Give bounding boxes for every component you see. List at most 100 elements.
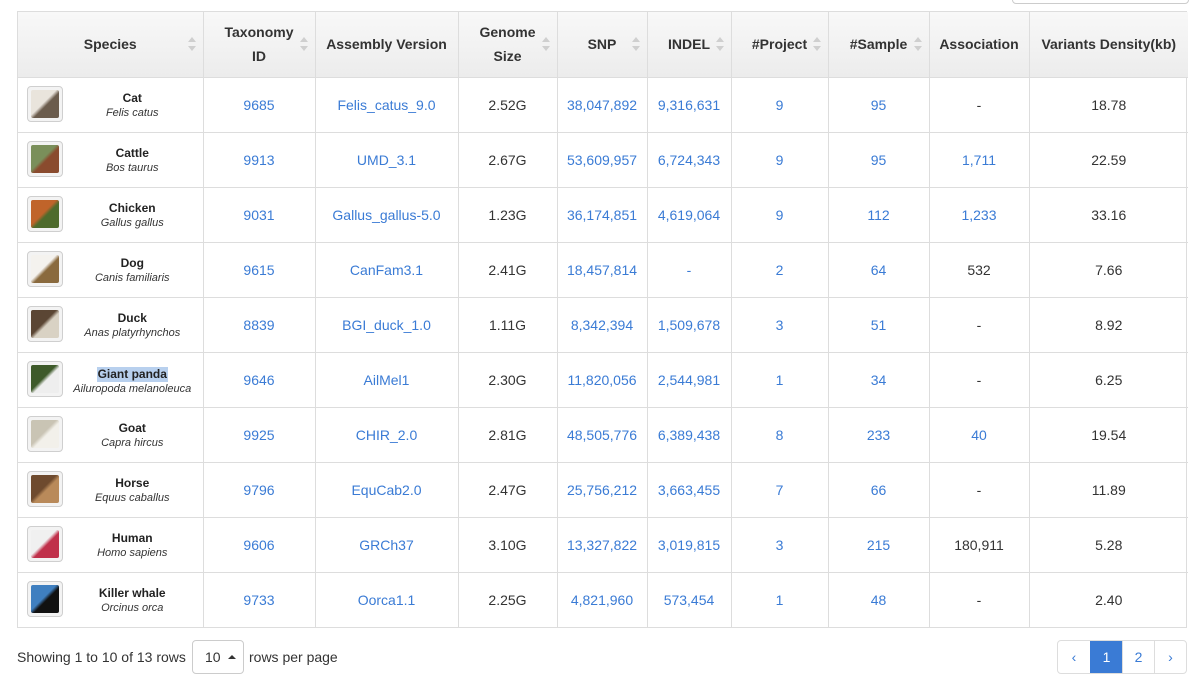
column-header-taxonomy[interactable]: Taxonomy ID [202, 12, 316, 78]
cattle-photo-icon[interactable] [27, 140, 63, 177]
association-cell[interactable]: 1,711 [928, 131, 1030, 188]
project-cell[interactable]: 1 [730, 571, 829, 627]
project-cell[interactable]: 2 [730, 241, 829, 298]
project-cell[interactable]: 8 [730, 406, 829, 463]
snp-cell[interactable]: 25,756,212 [556, 461, 648, 518]
indel-cell[interactable]: 6,724,343 [646, 131, 732, 188]
page-2-button[interactable]: 2 [1122, 641, 1154, 673]
table-row: Giant panda Ailuropoda melanoleuca 9646 Ail… [18, 351, 1188, 408]
taxonomy-cell[interactable]: 9031 [202, 186, 316, 243]
project-cell[interactable]: 9 [730, 76, 829, 133]
genome-cell: 1.11G [457, 296, 558, 353]
snp-cell[interactable]: 38,047,892 [556, 76, 648, 133]
chicken-photo-icon[interactable] [27, 195, 63, 232]
sort-icon[interactable] [715, 37, 724, 51]
snp-cell[interactable]: 53,609,957 [556, 131, 648, 188]
assembly-cell[interactable]: AilMel1 [314, 351, 459, 408]
prev-page-button[interactable]: ‹ [1071, 649, 1077, 665]
assembly-cell[interactable]: CanFam3.1 [314, 241, 459, 298]
column-header-snp[interactable]: SNP [556, 12, 648, 78]
assembly-cell[interactable]: BGI_duck_1.0 [314, 296, 459, 353]
project-cell[interactable]: 7 [730, 461, 829, 518]
indel-cell[interactable]: 6,389,438 [646, 406, 732, 463]
taxonomy-cell[interactable]: 8839 [202, 296, 316, 353]
taxonomy-cell[interactable]: 9685 [202, 76, 316, 133]
assembly-cell[interactable]: UMD_3.1 [314, 131, 459, 188]
snp-cell[interactable]: 4,821,960 [556, 571, 648, 627]
caret-up-icon [228, 655, 236, 659]
column-header-project[interactable]: #Project [730, 12, 829, 78]
taxonomy-cell[interactable]: 9913 [202, 131, 316, 188]
sort-icon[interactable] [299, 37, 308, 51]
next-page-button[interactable]: › [1154, 641, 1186, 673]
sample-cell[interactable]: 95 [827, 76, 930, 133]
page-size-dropdown[interactable]: 10 [192, 640, 244, 674]
association-cell[interactable]: 40 [928, 406, 1030, 463]
taxonomy-cell[interactable]: 9646 [202, 351, 316, 408]
sample-cell[interactable]: 64 [827, 241, 930, 298]
sample-cell[interactable]: 66 [827, 461, 930, 518]
sort-icon[interactable] [631, 37, 640, 51]
sample-cell[interactable]: 233 [827, 406, 930, 463]
indel-cell[interactable]: 9,316,631 [646, 76, 732, 133]
indel-cell[interactable]: 3,019,815 [646, 516, 732, 573]
horse-photo-icon[interactable] [27, 470, 63, 507]
project-cell[interactable]: 9 [730, 131, 829, 188]
duck-photo-icon[interactable] [27, 305, 63, 342]
sample-cell[interactable]: 48 [827, 571, 930, 627]
indel-cell[interactable]: 1,509,678 [646, 296, 732, 353]
column-header-indel[interactable]: INDEL [646, 12, 732, 78]
taxonomy-cell[interactable]: 9733 [202, 571, 316, 627]
sample-cell[interactable]: 95 [827, 131, 930, 188]
column-header-sample[interactable]: #Sample [827, 12, 930, 78]
assembly-cell[interactable]: Oorca1.1 [314, 571, 459, 627]
taxonomy-cell[interactable]: 9796 [202, 461, 316, 518]
project-cell[interactable]: 3 [730, 516, 829, 573]
association-cell: - [928, 571, 1030, 627]
dog-photo-icon[interactable] [27, 250, 63, 287]
snp-cell[interactable]: 18,457,814 [556, 241, 648, 298]
project-cell[interactable]: 3 [730, 296, 829, 353]
orca-photo-icon[interactable] [27, 580, 63, 617]
indel-cell[interactable]: 2,544,981 [646, 351, 732, 408]
sort-icon[interactable] [187, 37, 196, 51]
goat-photo-icon[interactable] [27, 415, 63, 452]
taxonomy-cell[interactable]: 9925 [202, 406, 316, 463]
sample-cell[interactable]: 112 [827, 186, 930, 243]
taxonomy-cell[interactable]: 9615 [202, 241, 316, 298]
snp-cell[interactable]: 8,342,394 [556, 296, 648, 353]
sort-icon[interactable] [913, 37, 922, 51]
species-cell: Human Homo sapiens [18, 516, 204, 573]
density-cell: 6.25 [1028, 351, 1188, 408]
assembly-cell[interactable]: EquCab2.0 [314, 461, 459, 518]
assembly-cell[interactable]: Gallus_gallus-5.0 [314, 186, 459, 243]
assembly-cell[interactable]: CHIR_2.0 [314, 406, 459, 463]
indel-cell[interactable]: 573,454 [646, 571, 732, 627]
snp-cell[interactable]: 13,327,822 [556, 516, 648, 573]
association-cell[interactable]: 1,233 [928, 186, 1030, 243]
column-header-species[interactable]: Species [18, 12, 204, 78]
snp-cell[interactable]: 36,174,851 [556, 186, 648, 243]
sort-icon[interactable] [812, 37, 821, 51]
sample-cell[interactable]: 51 [827, 296, 930, 353]
snp-cell[interactable]: 48,505,776 [556, 406, 648, 463]
human-photo-icon[interactable] [27, 525, 63, 562]
sample-cell[interactable]: 34 [827, 351, 930, 408]
column-header-genome[interactable]: Genome Size [457, 12, 558, 78]
cat-photo-icon[interactable] [27, 85, 63, 122]
snp-cell[interactable]: 11,820,056 [556, 351, 648, 408]
panda-photo-icon[interactable] [27, 360, 63, 397]
taxonomy-cell[interactable]: 9606 [202, 516, 316, 573]
sample-cell[interactable]: 215 [827, 516, 930, 573]
species-cell: Duck Anas platyrhynchos [18, 296, 204, 353]
species-cell: Cat Felis catus [18, 76, 204, 133]
project-cell[interactable]: 9 [730, 186, 829, 243]
assembly-cell[interactable]: GRCh37 [314, 516, 459, 573]
assembly-cell[interactable]: Felis_catus_9.0 [314, 76, 459, 133]
indel-cell[interactable]: 4,619,064 [646, 186, 732, 243]
indel-cell[interactable]: 3,663,455 [646, 461, 732, 518]
project-cell[interactable]: 1 [730, 351, 829, 408]
sort-icon[interactable] [541, 37, 550, 51]
indel-cell[interactable]: - [646, 241, 732, 298]
page-1-button[interactable]: 1 [1090, 641, 1122, 673]
